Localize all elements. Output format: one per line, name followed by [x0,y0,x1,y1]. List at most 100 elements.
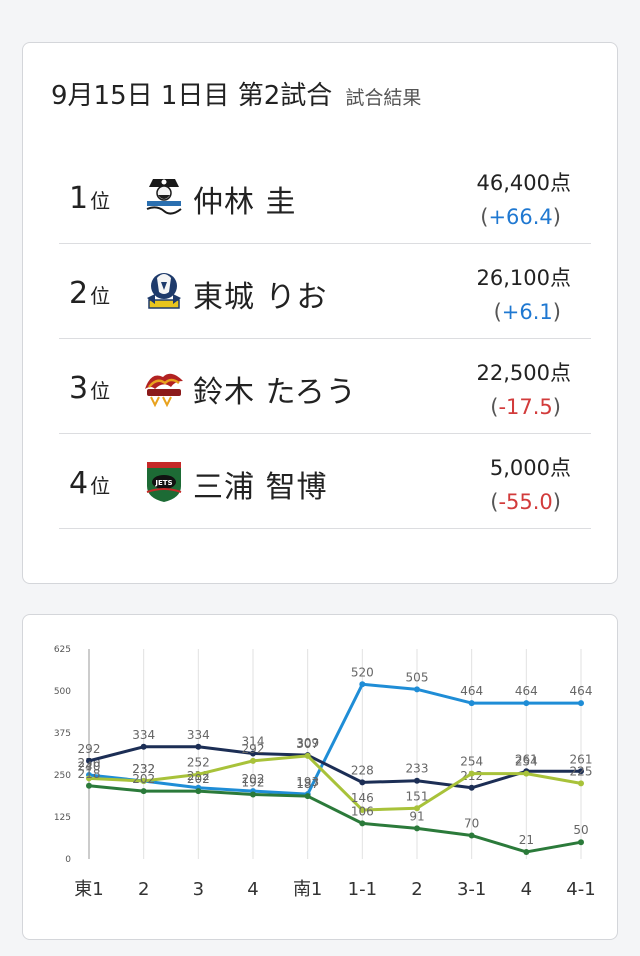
y-tick-label: 0 [65,855,71,865]
data-point [359,681,366,688]
data-point [468,784,475,791]
data-label: 202 [132,772,155,786]
data-label: 252 [187,755,210,769]
data-label: 254 [460,755,483,769]
data-point [578,768,584,775]
data-point [468,700,475,707]
data-label: 233 [406,762,429,776]
series-line [88,784,582,854]
jets-logo-icon: JETS [146,462,182,502]
y-tick-label: 625 [54,645,71,655]
data-label: 202 [242,772,265,786]
data-point [86,775,92,782]
data-point [140,788,147,795]
y-tick-label: 500 [54,687,71,697]
x-tick-label: 4-1 [566,879,595,900]
data-label: 261 [515,752,538,766]
data-point [359,820,366,827]
data-point [86,757,92,764]
data-label: 240 [78,759,101,773]
data-label: 228 [351,763,374,777]
page-title: 9月15日 1日目 第2試合 [51,81,333,111]
point-diff: (+66.4) [480,205,561,229]
point-diff: (-17.5) [490,395,561,419]
data-point [578,700,584,707]
data-label: 464 [515,684,538,698]
player-name: 鈴木 たろう [193,375,357,410]
point-diff: (+6.1) [493,300,561,324]
data-point [140,778,147,785]
player-score: 5,000点 [489,456,571,480]
data-point [304,752,311,759]
data-point [250,757,256,764]
series-line [88,682,581,796]
data-label: 106 [351,804,374,818]
data-label: 464 [460,684,483,698]
data-point [195,743,202,750]
data-point [140,743,147,750]
data-point [195,771,202,778]
data-label: 307 [296,737,319,751]
x-tick-label: 4 [521,879,532,900]
data-point [414,686,420,693]
data-label: 50 [573,823,588,837]
data-point [578,780,584,787]
data-label: 193 [296,775,319,789]
data-point [86,782,92,789]
player-name: 三浦 智博 [193,470,328,505]
data-point [304,793,311,800]
x-tick-label: 3-1 [457,879,486,900]
data-label: 292 [242,742,265,756]
data-point [359,779,366,786]
data-label: 21 [519,833,534,847]
data-label: 192 [242,775,265,789]
data-label: 292 [78,742,101,756]
data-label: 232 [132,762,155,776]
score-chart-card: 0125250375500625東1234南11-123-144-1250232… [22,614,618,940]
player-name: 仲林 圭 [193,185,297,220]
page-subtitle: 試合結果 [345,87,422,109]
data-point [578,839,584,846]
data-label: 146 [351,791,374,805]
x-tick-label: 2 [138,879,149,900]
svg-text:JETS: JETS [154,479,172,487]
data-point [523,848,530,855]
x-tick-label: 4 [247,879,258,900]
thunders-logo-icon [145,373,183,408]
player-score: 22,500点 [476,361,571,385]
y-tick-label: 125 [54,813,71,823]
player-name: 東城 りお [193,280,328,315]
data-label: 151 [406,789,429,803]
data-label: 505 [406,670,429,684]
data-label: 520 [351,665,374,679]
data-point [414,777,420,784]
data-point [468,832,475,839]
series-line [88,745,581,790]
y-tick-label: 250 [54,771,71,781]
pirates-logo-icon [146,179,182,215]
player-score: 46,400点 [476,171,571,195]
match-title: 9月15日 1日目 第2試合 試合結果 [51,75,421,112]
data-label: 187 [296,777,319,791]
data-label: 254 [515,755,538,769]
player-score: 26,100点 [476,266,571,290]
phoenix-logo-icon [147,273,181,309]
data-label: 91 [409,809,424,823]
data-point [250,791,256,798]
score-line-chart: 0125250375500625東1234南11-123-144-1250232… [54,645,596,900]
y-tick-label: 375 [54,729,71,739]
x-tick-label: 南1 [293,879,322,900]
data-label: 261 [570,752,593,766]
data-point [414,805,420,812]
data-label: 334 [132,728,155,742]
x-tick-label: 東1 [74,879,103,900]
